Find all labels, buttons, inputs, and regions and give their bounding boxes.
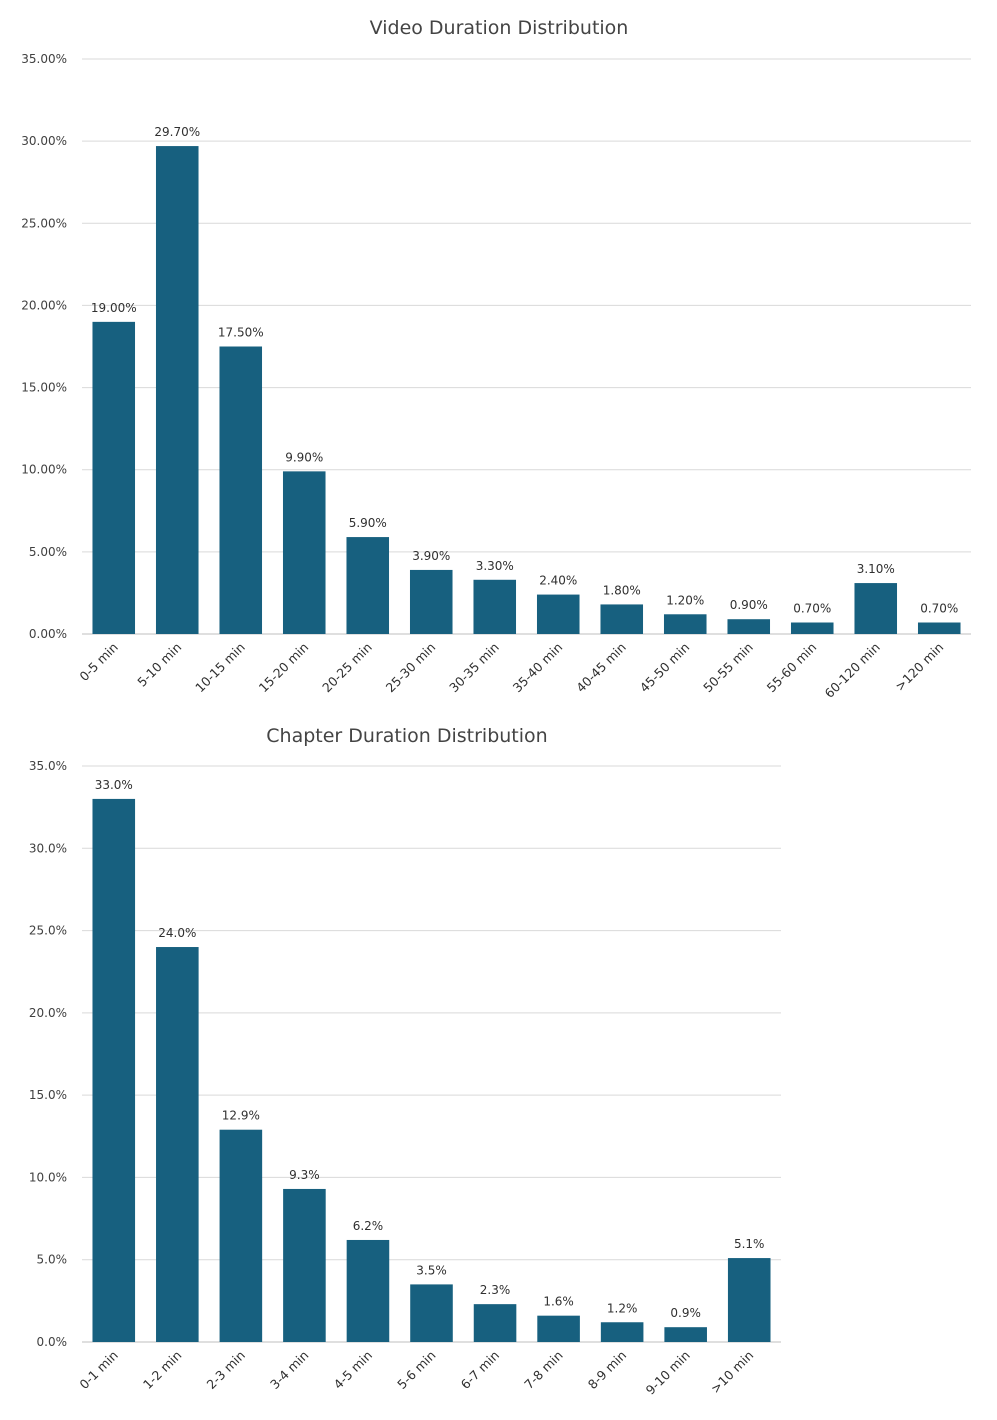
chapter-category-label: 3-4 min	[267, 1348, 312, 1393]
chapter-bar	[600, 1322, 644, 1342]
video-category-label: 20-25 min	[319, 640, 375, 696]
video-category-label: 15-20 min	[256, 640, 312, 696]
chapter-data-label: 5.1%	[734, 1237, 765, 1251]
chapter-bar	[283, 1188, 326, 1342]
video-data-label: 1.20%	[666, 593, 704, 607]
chapter-category-label: 9-10 min	[643, 1348, 693, 1398]
video-bar	[917, 622, 961, 634]
chapter-data-label: 3.5%	[416, 1263, 447, 1277]
video-bar	[663, 614, 707, 634]
chapter-data-label: 1.6%	[543, 1295, 574, 1309]
chapter-bar	[346, 1239, 390, 1342]
video-data-label: 3.90%	[412, 549, 450, 563]
video-data-label: 3.30%	[476, 559, 514, 573]
video-y-tick-label: 0.00%	[29, 627, 67, 641]
chapter-duration-chart-svg: Chapter Duration Distribution 0.0% 5.0% 10.…	[29, 725, 781, 1398]
chapter-bar	[537, 1315, 580, 1342]
chapter-category-label: >10 min	[708, 1348, 757, 1397]
video-bar	[790, 622, 834, 634]
video-data-label: 19.00%	[91, 301, 137, 315]
video-data-label: 3.10%	[857, 562, 895, 576]
video-duration-chart-svg: Video Duration Distribution 0.00% 5.00% 10.…	[21, 17, 971, 701]
video-bar	[282, 471, 326, 634]
chapter-data-label: 2.3%	[480, 1283, 511, 1297]
chapter-data-label: 12.9%	[222, 1109, 260, 1123]
chapter-category-label: 6-7 min	[458, 1348, 503, 1393]
chapter-data-label: 24.0%	[158, 926, 196, 940]
chapter-category-label: 7-8 min	[521, 1348, 566, 1393]
video-category-label: 30-35 min	[446, 640, 502, 696]
video-data-label: 2.40%	[539, 574, 577, 588]
chapter-y-tick-label: 15.0%	[29, 1088, 67, 1102]
chapter-category-label: 1-2 min	[140, 1348, 185, 1393]
chapter-chart-title: Chapter Duration Distribution	[266, 725, 547, 747]
video-bar	[155, 146, 199, 635]
video-category-label: 40-45 min	[573, 640, 629, 696]
video-data-label: 0.90%	[730, 598, 768, 612]
chapter-data-label: 6.2%	[353, 1219, 384, 1233]
video-y-tick-label: 15.00%	[21, 381, 67, 395]
video-category-label: 10-15 min	[192, 640, 248, 696]
video-y-tick-label: 20.00%	[21, 298, 67, 312]
video-bar	[346, 537, 390, 634]
video-category-label: 35-40 min	[510, 640, 566, 696]
video-category-label: 60-120 min	[821, 640, 882, 701]
video-y-tick-label: 30.00%	[21, 134, 67, 148]
video-bar	[473, 579, 517, 634]
chapter-category-label: 0-1 min	[76, 1348, 121, 1393]
chapter-y-tick-label: 5.0%	[37, 1253, 68, 1267]
chapter-y-tick-label: 35.0%	[29, 759, 67, 773]
video-bar	[92, 321, 136, 634]
video-data-label: 5.90%	[349, 516, 387, 530]
video-category-label: 50-55 min	[700, 640, 756, 696]
chapter-category-label: 5-6 min	[394, 1348, 439, 1393]
video-category-label: 45-50 min	[637, 640, 693, 696]
chapter-bar	[219, 1129, 263, 1342]
video-category-label: 0-5 min	[76, 640, 121, 685]
video-category-label: >120 min	[892, 640, 946, 694]
chapter-y-tick-label: 25.0%	[29, 924, 67, 938]
chapter-y-tick-label: 0.0%	[37, 1335, 68, 1349]
chapter-bar	[410, 1284, 453, 1342]
video-data-label: 9.90%	[285, 450, 323, 464]
video-category-label: 55-60 min	[764, 640, 820, 696]
chapter-bar	[727, 1258, 771, 1342]
chapter-bar	[473, 1304, 517, 1342]
chapter-category-label: 4-5 min	[331, 1348, 376, 1393]
video-bar	[600, 604, 644, 634]
chapter-data-label: 1.2%	[607, 1301, 638, 1315]
video-data-label: 1.80%	[603, 583, 641, 597]
chapter-data-label: 33.0%	[95, 778, 133, 792]
video-y-tick-label: 10.00%	[21, 463, 67, 477]
video-bar	[409, 569, 453, 634]
video-data-label: 0.70%	[793, 602, 831, 616]
video-category-label: 5-10 min	[134, 640, 184, 690]
chapter-bar	[664, 1327, 707, 1342]
video-chart-title: Video Duration Distribution	[370, 17, 629, 39]
video-bar	[536, 594, 580, 634]
video-duration-chart: Video Duration Distribution 0.00% 5.00% 10.…	[0, 0, 997, 708]
chapter-data-label: 9.3%	[289, 1168, 320, 1182]
chapter-y-tick-label: 30.0%	[29, 841, 67, 855]
video-data-label: 29.70%	[154, 125, 200, 139]
video-y-tick-label: 5.00%	[29, 545, 67, 559]
video-y-tick-label: 35.00%	[21, 52, 67, 66]
video-data-label: 17.50%	[218, 326, 264, 340]
chapter-y-tick-label: 10.0%	[29, 1170, 67, 1184]
chapter-duration-chart: Chapter Duration Distribution 0.0% 5.0% 10.…	[0, 708, 997, 1420]
video-bar	[727, 619, 771, 634]
chapter-category-label: 2-3 min	[203, 1348, 248, 1393]
chapter-bar	[156, 947, 199, 1342]
video-bar	[219, 346, 263, 634]
video-category-label: 25-30 min	[383, 640, 439, 696]
video-y-tick-label: 25.00%	[21, 216, 67, 230]
chapter-bar	[92, 798, 136, 1342]
chapter-data-label: 0.9%	[670, 1306, 701, 1320]
chapter-y-tick-label: 20.0%	[29, 1006, 67, 1020]
video-data-label: 0.70%	[920, 602, 958, 616]
video-bar	[854, 583, 898, 634]
chapter-category-label: 8-9 min	[585, 1348, 630, 1393]
